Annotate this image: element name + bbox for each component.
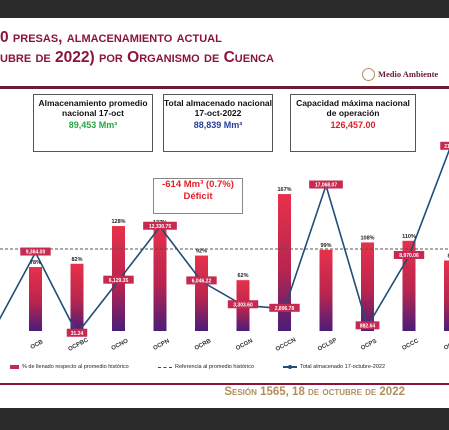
category-label: OCGN [235, 338, 254, 352]
bar-data-label: 92% [196, 249, 207, 255]
storage-chart: OCB 78% 9,364.00 OCPBC 82% 31.24 OCNO 128% 6,129… [0, 141, 449, 353]
category-label: OCCC [401, 338, 420, 352]
category-label: OCLSP [317, 338, 338, 353]
total-storage-value: 88,839 Mm³ [193, 120, 243, 130]
legend-ref-label: Referencia al promedio histórico [175, 364, 254, 370]
bar-data-label: 86 [447, 253, 449, 259]
pct-bar [29, 267, 42, 331]
session-footer: Sesión 1565, 18 de octubre de 2022 [224, 386, 405, 398]
legend-dash-swatch [158, 366, 172, 368]
slide-title: 0 presas, almacenamiento actual ubre de … [0, 28, 360, 68]
line-label-bg [440, 141, 449, 150]
line-data-label: 8,970.06 [399, 253, 419, 259]
category-label: OCPS [360, 338, 378, 351]
title-line-1: 0 presas, almacenamiento actual [0, 29, 222, 46]
bar-data-label: 108% [360, 235, 374, 241]
avg-storage-label: Almacenamiento promedio nacional 17-oct [38, 98, 148, 118]
line-label-bg [393, 250, 425, 259]
line-label-bg [143, 221, 177, 230]
deficit-box: -614 Mm³ (0.7%) Déficit [153, 178, 243, 214]
line-label-bg [269, 303, 300, 312]
line-data-label: 12,330.75 [149, 224, 171, 230]
storage-line [0, 148, 449, 336]
bar-data-label: 78% [30, 260, 41, 266]
slide: 0 presas, almacenamiento actual ubre de … [0, 18, 449, 408]
category-label: OCPBC [68, 337, 91, 353]
legend-ref: Referencia al promedio histórico [158, 364, 254, 370]
category-label: OCB [30, 339, 45, 351]
logo: Medio Ambiente [362, 66, 449, 82]
category-label: OCFS [443, 339, 449, 352]
line-label-bg [66, 328, 88, 337]
category-label: OCCCN [275, 337, 297, 353]
pct-bar [402, 240, 416, 331]
capacity-label: Capacidad máxima nacional de operación [296, 98, 410, 118]
bar-data-label: 128% [111, 219, 125, 225]
capacity-value: 126,457.00 [330, 120, 376, 130]
legend-line-label: Total almacenado 17-octubre-2022 [300, 364, 386, 370]
footer-divider [0, 383, 449, 385]
pct-bar [319, 249, 333, 331]
avg-storage-box: Almacenamiento promedio nacional 17-oct … [33, 94, 153, 152]
seal-icon [362, 67, 375, 81]
category-label: OCPN [152, 338, 170, 351]
line-data-label: 3,303.60 [233, 302, 253, 308]
line-data-label: 882.64 [360, 324, 376, 330]
category-label: OCNO [111, 338, 130, 352]
total-storage-box: Total almacenado nacional 17-oct-2022 88… [163, 94, 273, 152]
deficit-label: Déficit [183, 191, 213, 202]
line-label-bg [20, 247, 51, 256]
line-label-bg [103, 275, 134, 284]
bar-data-label: 167% [277, 187, 291, 193]
line-data-label: 31.24 [71, 331, 84, 337]
category-label: OCRB [194, 338, 213, 352]
title-line-2: ubre de 2022) por Organismo de Cuenca [0, 49, 274, 66]
legend-bars: % de llenado respecto al promedio histór… [10, 364, 129, 370]
deficit-value: -614 Mm³ (0.7%) [162, 179, 234, 190]
legend-bar-swatch [10, 365, 19, 369]
chart-legend: % de llenado respecto al promedio histór… [0, 364, 449, 374]
bar-data-label: 82% [71, 257, 82, 263]
pct-bar [444, 260, 449, 331]
pct-bar [153, 226, 167, 331]
legend-line: Total almacenado 17-octubre-2022 [283, 364, 385, 370]
line-label-bg [227, 300, 259, 309]
capacity-box: Capacidad máxima nacional de operación 1… [290, 94, 416, 152]
pct-bar [361, 242, 374, 331]
legend-bars-label: % de llenado respecto al promedio histór… [22, 364, 129, 370]
line-data-label: 6,046.22 [192, 279, 212, 285]
pct-bar [195, 255, 208, 331]
line-data-label: 9,364.00 [26, 250, 46, 256]
line-label-bg [309, 180, 343, 189]
total-storage-label: Total almacenado nacional 17-oct-2022 [164, 98, 273, 118]
line-data-label: 6,129.35 [109, 278, 129, 284]
line-data-label: 17,068.07 [315, 183, 337, 189]
bar-data-label: 62% [237, 273, 248, 279]
line-label-bg [355, 321, 380, 330]
bar-data-label: 110% [402, 234, 416, 240]
legend-line-swatch [283, 365, 297, 369]
header-divider [0, 86, 449, 89]
line-label-bg [186, 276, 217, 285]
logo-text: Medio Ambiente [378, 69, 439, 79]
bar-data-label: 99% [320, 243, 331, 249]
line-data-label: 2,896.78 [275, 306, 295, 312]
avg-storage-value: 89,453 Mm³ [68, 120, 118, 130]
line-data-label: 21,52 [444, 144, 449, 150]
pct-bar [70, 263, 84, 331]
